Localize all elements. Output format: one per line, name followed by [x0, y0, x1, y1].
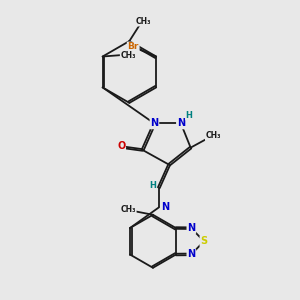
Text: N: N [161, 202, 170, 212]
Text: CH₃: CH₃ [136, 17, 151, 26]
Text: N: N [150, 118, 158, 128]
Text: O: O [117, 141, 125, 151]
Text: CH₃: CH₃ [206, 131, 221, 140]
Text: N: N [187, 223, 195, 233]
Text: Br: Br [128, 42, 139, 51]
Text: H: H [149, 181, 156, 190]
Text: N: N [187, 249, 195, 260]
Text: CH₃: CH₃ [121, 50, 136, 59]
Text: N: N [177, 118, 185, 128]
Text: H: H [186, 111, 193, 120]
Text: CH₃: CH₃ [121, 205, 136, 214]
Text: S: S [200, 236, 207, 246]
